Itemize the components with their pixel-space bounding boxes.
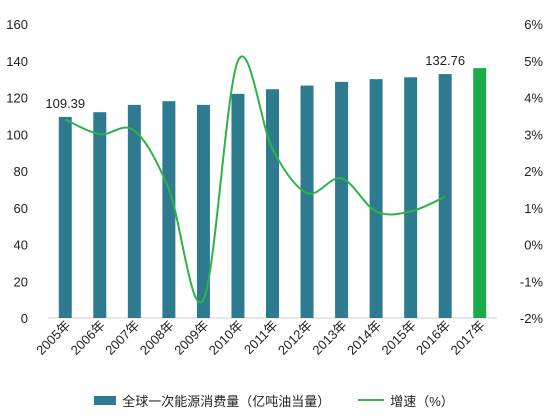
x-tick-label: 2011年 — [241, 318, 281, 358]
x-tick-label: 2010年 — [206, 318, 246, 358]
data-label: 109.39 — [45, 96, 85, 111]
right-tick-label: 2% — [524, 164, 543, 179]
bar — [58, 116, 72, 318]
x-tick-label: 2012年 — [275, 318, 315, 358]
legend-swatch-bar — [94, 395, 117, 405]
bar — [404, 77, 418, 318]
bar — [300, 85, 314, 319]
right-tick-label: 6% — [524, 17, 543, 32]
bar — [438, 74, 452, 318]
bar — [335, 81, 349, 318]
bar — [93, 112, 107, 318]
bar — [231, 93, 245, 318]
x-tick-label: 2015年 — [379, 318, 419, 358]
bar — [266, 89, 279, 318]
left-tick-label: 140 — [6, 54, 28, 69]
right-tick-label: -1% — [520, 274, 544, 289]
bar — [127, 104, 141, 318]
right-tick-label: -2% — [520, 311, 544, 326]
x-tick-label: 2009年 — [171, 318, 211, 358]
x-tick-label: 2006年 — [68, 318, 108, 358]
legend-item-consumption: 全球一次能源消费量（亿吨油当量） — [94, 391, 330, 410]
x-tick-label: 2007年 — [102, 318, 142, 358]
right-tick-label: 3% — [524, 127, 543, 142]
bar — [473, 68, 487, 318]
left-tick-label: 60 — [14, 201, 28, 216]
left-tick-label: 0 — [21, 311, 28, 326]
left-tick-label: 40 — [14, 238, 28, 253]
data-label: 132.76 — [425, 53, 465, 68]
legend-label-growth: 增速（%） — [390, 393, 454, 409]
x-tick-label: 2017年 — [448, 318, 488, 358]
bar — [369, 79, 383, 318]
x-tick-label: 2014年 — [344, 318, 384, 358]
x-tick-label: 2013年 — [309, 318, 349, 358]
legend: 全球一次能源消费量（亿吨油当量） 增速（%） — [0, 388, 548, 412]
growth-line — [64, 55, 446, 304]
x-tick-label: 2005年 — [33, 318, 73, 358]
bar — [196, 104, 210, 318]
right-tick-label: 4% — [524, 91, 543, 106]
legend-swatch-line — [358, 399, 385, 401]
left-tick-label: 80 — [14, 164, 28, 179]
legend-label-consumption: 全球一次能源消费量（亿吨油当量） — [122, 393, 331, 409]
left-tick-label: 160 — [6, 17, 28, 32]
right-tick-label: 5% — [524, 54, 543, 69]
left-tick-label: 20 — [14, 274, 28, 289]
legend-item-growth: 增速（%） — [358, 391, 454, 410]
left-tick-label: 120 — [6, 91, 28, 106]
x-tick-label: 2008年 — [137, 318, 177, 358]
left-tick-label: 100 — [6, 127, 28, 142]
x-tick-label: 2016年 — [413, 318, 453, 358]
right-tick-label: 0% — [524, 238, 543, 253]
bar — [162, 101, 176, 318]
right-tick-label: 1% — [524, 201, 543, 216]
